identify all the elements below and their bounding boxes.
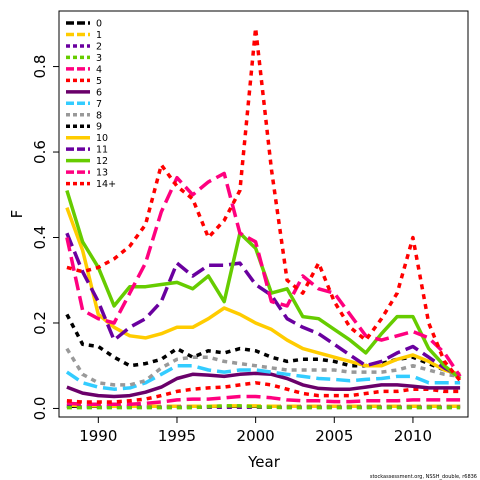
series-line-7 bbox=[65, 363, 461, 391]
x-axis: 1990 1995 2000 2005 2010 bbox=[79, 417, 432, 445]
x-tick-label-2: 2000 bbox=[237, 427, 275, 445]
legend-label-1: 1 bbox=[96, 30, 102, 41]
series-line-5 bbox=[66, 381, 461, 404]
series-line-8 bbox=[65, 347, 461, 387]
series-line-6 bbox=[66, 371, 461, 399]
y-tick-label-2: 0.4 bbox=[31, 226, 49, 250]
legend-label-0: 0 bbox=[96, 19, 102, 30]
legend-label-8: 8 bbox=[96, 110, 102, 121]
source-note: stockassessment.org, NSSH_double, r6836 bbox=[370, 474, 477, 480]
series-line-3 bbox=[66, 404, 461, 410]
x-tick-label-0: 1990 bbox=[79, 427, 117, 445]
legend-label-4: 4 bbox=[96, 64, 102, 75]
legend-label-2: 2 bbox=[96, 41, 102, 52]
legend-label-14: 14+ bbox=[96, 179, 116, 190]
series-line-1 bbox=[66, 403, 461, 409]
y-tick-label-4: 0.8 bbox=[31, 55, 49, 79]
legend-label-7: 7 bbox=[96, 99, 102, 110]
legend-label-3: 3 bbox=[96, 53, 102, 64]
series-line-4 bbox=[66, 394, 461, 406]
y-tick-label-0: 0.0 bbox=[31, 397, 49, 421]
series-line-10 bbox=[65, 206, 461, 376]
x-tick-label-1: 1995 bbox=[158, 427, 196, 445]
x-tick-label-3: 2005 bbox=[315, 427, 353, 445]
legend-label-5: 5 bbox=[96, 76, 102, 87]
series-line-11 bbox=[65, 232, 461, 378]
legend-label-10: 10 bbox=[96, 133, 108, 144]
legend-label-12: 12 bbox=[96, 156, 108, 167]
x-tick-label-4: 2010 bbox=[394, 427, 432, 445]
plot-frame bbox=[58, 10, 469, 418]
y-tick-label-3: 0.6 bbox=[31, 140, 49, 164]
y-tick-label-1: 0.2 bbox=[31, 311, 49, 335]
y-axis-label: F bbox=[8, 210, 26, 219]
legend-label-9: 9 bbox=[96, 122, 102, 133]
legend-label-6: 6 bbox=[96, 87, 102, 98]
x-axis-label: Year bbox=[247, 453, 281, 471]
legend-label-11: 11 bbox=[96, 145, 108, 156]
legend-label-13: 13 bbox=[96, 168, 108, 179]
y-axis: 0.0 0.2 0.4 0.6 0.8 bbox=[31, 55, 59, 421]
series-lines bbox=[65, 26, 462, 410]
series-line-13 bbox=[65, 171, 462, 378]
